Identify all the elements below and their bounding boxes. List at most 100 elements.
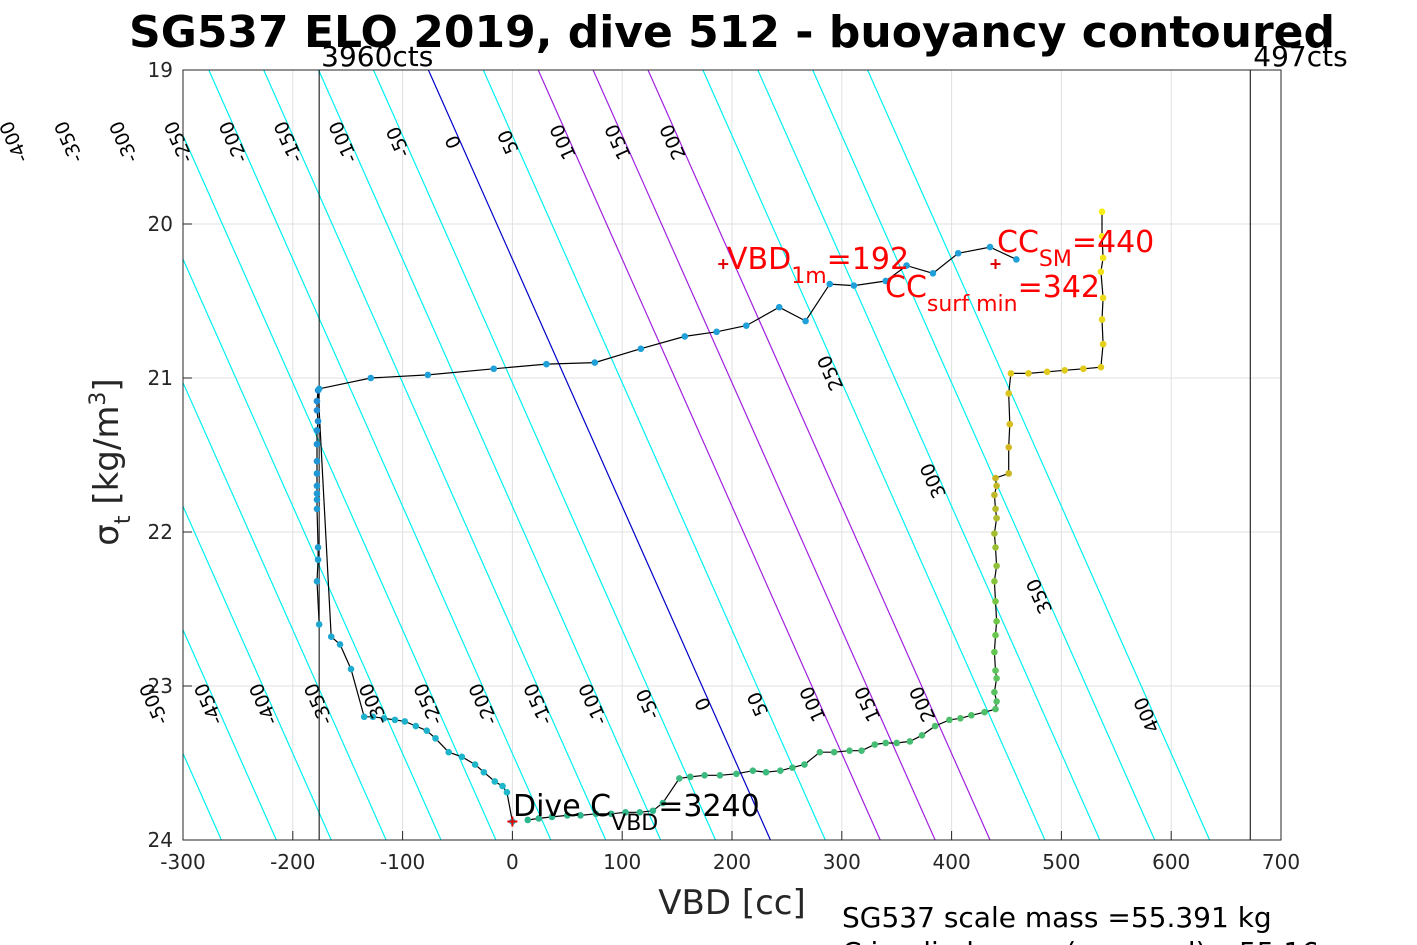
data-point — [991, 648, 998, 656]
data-point — [991, 530, 998, 537]
contour-label: 50 — [743, 688, 773, 719]
data-point — [918, 731, 926, 739]
y-tick-label: 23 — [148, 674, 173, 698]
x-axis-label: VBD [cc] — [658, 883, 806, 923]
data-point — [777, 767, 784, 774]
profile-line-upper-dive — [319, 246, 1017, 390]
data-point — [992, 705, 999, 713]
data-point — [564, 812, 571, 819]
data-point — [577, 812, 584, 819]
profile-line-climb — [527, 211, 1104, 821]
contour-label: -350 — [300, 680, 338, 728]
contour-label: 150 — [601, 121, 636, 163]
data-point — [686, 773, 694, 781]
contour-line — [812, 70, 1156, 840]
data-point — [903, 262, 910, 269]
data-point — [391, 716, 399, 724]
data-point — [1099, 294, 1107, 302]
data-point — [360, 713, 368, 721]
contour-label: -200 — [465, 680, 503, 728]
data-point — [313, 505, 321, 513]
data-point — [637, 345, 645, 353]
data-point — [412, 722, 420, 730]
data-point — [733, 770, 740, 778]
y-tick-label: 22 — [148, 520, 173, 544]
data-point — [524, 816, 532, 824]
data-point — [1061, 367, 1068, 374]
profile-points — [313, 208, 1107, 825]
data-point — [1013, 256, 1020, 263]
data-point — [503, 788, 511, 796]
contour-line — [372, 70, 717, 840]
data-point — [535, 815, 543, 822]
contour-line — [263, 70, 607, 840]
data-point — [993, 482, 1000, 490]
scale-mass-text: SG537 scale mass =55.391 kg — [842, 901, 1272, 934]
data-point — [882, 277, 890, 285]
contour-line — [183, 134, 497, 840]
contour-line — [183, 504, 332, 840]
data-point — [313, 440, 321, 448]
data-point — [336, 641, 344, 648]
contour-label: -100 — [325, 118, 363, 166]
data-point — [548, 813, 556, 821]
data-point — [591, 359, 599, 366]
data-point — [749, 767, 757, 774]
contour-label: -150 — [270, 118, 308, 166]
data-point — [871, 741, 879, 748]
data-point — [993, 618, 1000, 625]
data-point — [906, 738, 914, 745]
data-point — [490, 365, 498, 373]
vbd-limit-lines: 3960cts 497cts — [318, 40, 1348, 840]
data-point — [314, 544, 322, 551]
data-point — [992, 631, 999, 639]
x-tick-label: -100 — [380, 850, 425, 874]
contour-labels: -50 0 -450 -400 -350 -300 -250 -200 -150 -100 -50 0… — [0, 118, 1165, 736]
x-tick-label: 0 — [506, 850, 519, 874]
data-point — [993, 514, 1000, 522]
data-point — [1007, 370, 1015, 377]
contour-label: 50 — [494, 126, 524, 157]
data-point — [1097, 268, 1105, 276]
data-point — [1098, 233, 1106, 240]
data-point — [424, 371, 432, 379]
data-point — [1005, 390, 1012, 397]
data-point — [1025, 370, 1032, 377]
contour-label: -50 — [632, 685, 665, 722]
data-point — [701, 772, 708, 779]
chart-title: SG537 ELO 2019, dive 512 - buoyancy cont… — [129, 7, 1335, 58]
data-point — [968, 711, 975, 719]
data-point — [1005, 444, 1012, 451]
data-point — [313, 427, 321, 434]
data-point — [675, 775, 683, 782]
contour-line — [427, 70, 771, 840]
data-point — [802, 317, 809, 325]
data-point — [992, 544, 999, 551]
data-point — [1006, 420, 1014, 428]
y-tick-label: 19 — [148, 58, 173, 82]
x-tick-label: -300 — [160, 850, 205, 874]
profile-line-dive — [316, 390, 513, 822]
contour-line — [592, 70, 936, 840]
contour-line — [208, 70, 552, 840]
data-point — [592, 810, 600, 818]
contour-label: 300 — [916, 459, 951, 501]
data-point — [992, 474, 999, 482]
contour-line — [647, 70, 991, 840]
data-point — [315, 621, 323, 628]
y-axis-ticks: 19 20 21 22 23 24 — [148, 58, 192, 852]
contour-label: -100 — [575, 680, 613, 728]
y-tick-label: 21 — [148, 366, 173, 390]
contour-line — [482, 70, 826, 840]
data-point — [327, 633, 335, 641]
x-tick-label: 100 — [603, 850, 641, 874]
data-point — [313, 407, 321, 414]
data-point — [314, 556, 322, 564]
data-point — [499, 782, 506, 790]
contour-label: -150 — [520, 680, 558, 728]
data-point — [882, 739, 890, 747]
y-tick-label: 20 — [148, 212, 173, 236]
implied-mass-text: C implied mass (opposed) =55.16 — [842, 936, 1319, 945]
data-point — [1098, 208, 1106, 215]
data-point — [1098, 316, 1106, 323]
